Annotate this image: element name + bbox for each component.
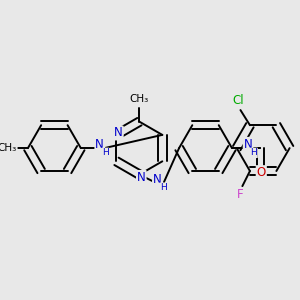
Text: Cl: Cl [233, 94, 244, 107]
Text: H: H [250, 148, 257, 157]
Text: O: O [256, 166, 266, 179]
Text: N: N [137, 171, 146, 184]
Text: CH₃: CH₃ [130, 94, 149, 104]
Text: CH₃: CH₃ [0, 143, 17, 153]
Text: N: N [244, 138, 252, 151]
Text: N: N [114, 127, 123, 140]
Text: F: F [237, 188, 244, 201]
Text: H: H [160, 183, 167, 192]
Text: H: H [102, 148, 109, 157]
Text: N: N [95, 138, 104, 151]
Text: N: N [153, 173, 162, 186]
